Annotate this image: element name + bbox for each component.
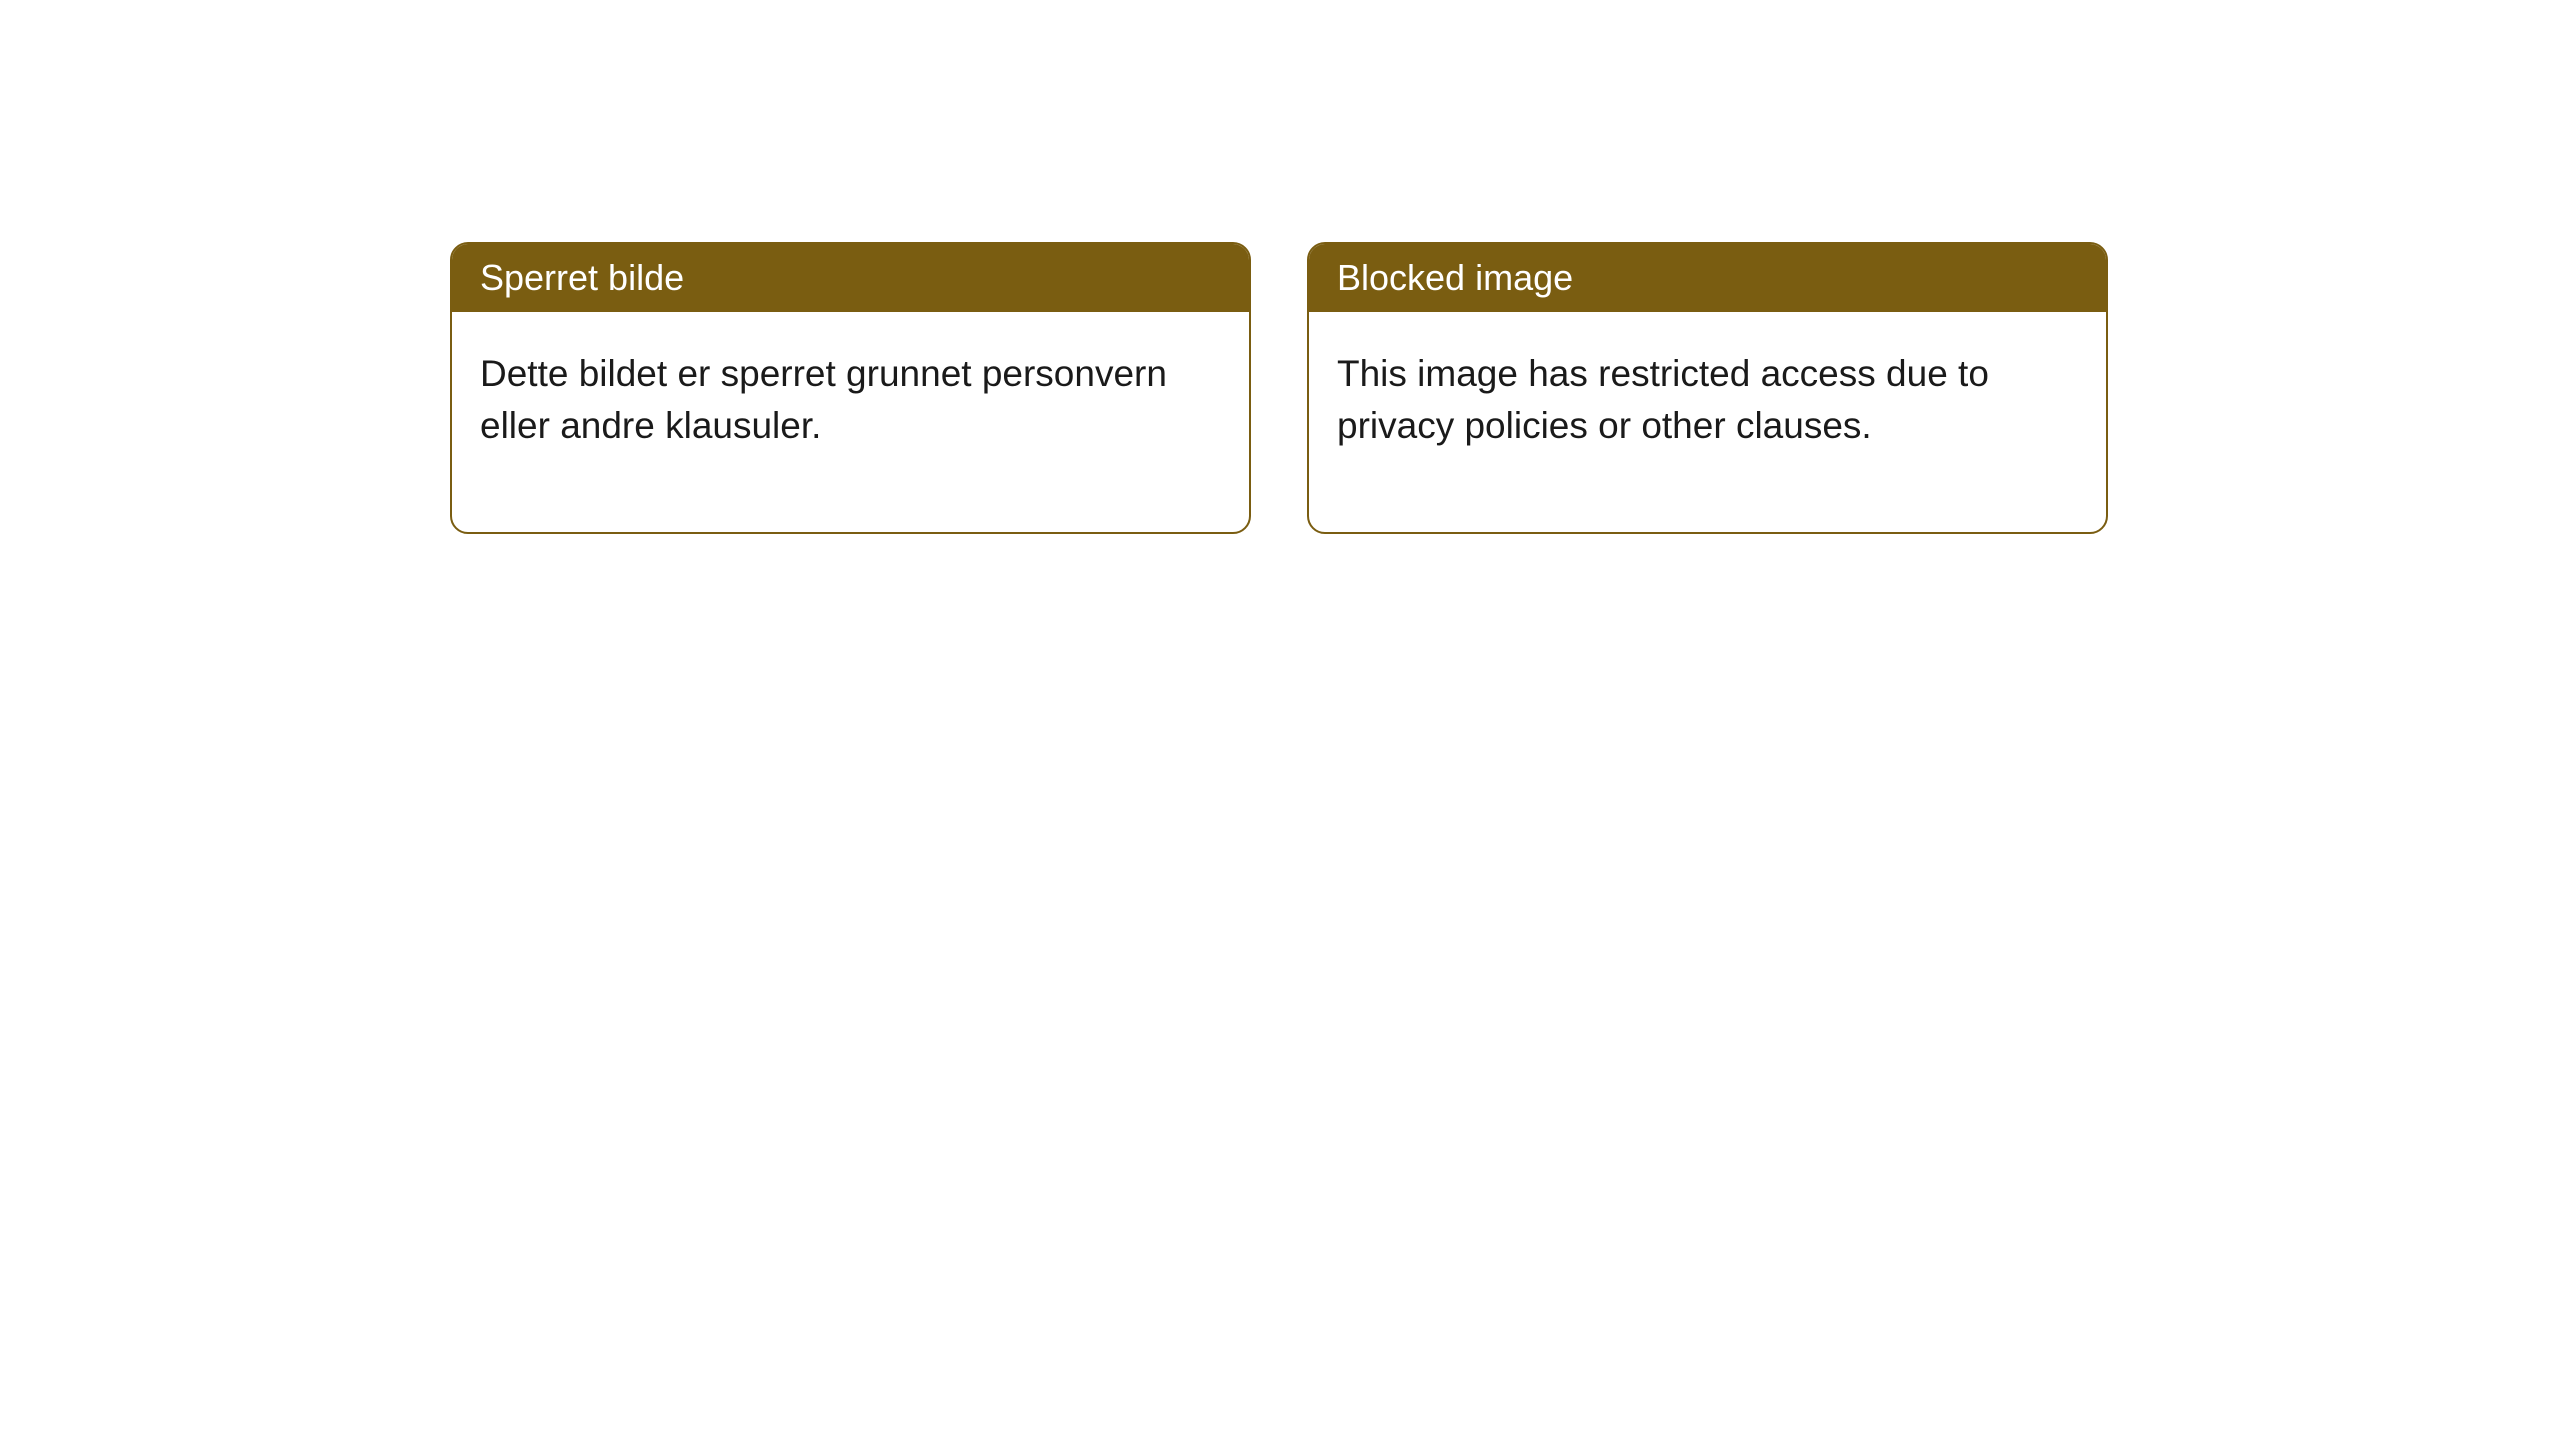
notice-body-nb: Dette bildet er sperret grunnet personve… xyxy=(452,312,1249,532)
notice-body-en: This image has restricted access due to … xyxy=(1309,312,2106,532)
notice-container: Sperret bilde Dette bildet er sperret gr… xyxy=(450,242,2108,534)
notice-card-en: Blocked image This image has restricted … xyxy=(1307,242,2108,534)
notice-header-en: Blocked image xyxy=(1309,244,2106,312)
notice-card-nb: Sperret bilde Dette bildet er sperret gr… xyxy=(450,242,1251,534)
notice-header-nb: Sperret bilde xyxy=(452,244,1249,312)
